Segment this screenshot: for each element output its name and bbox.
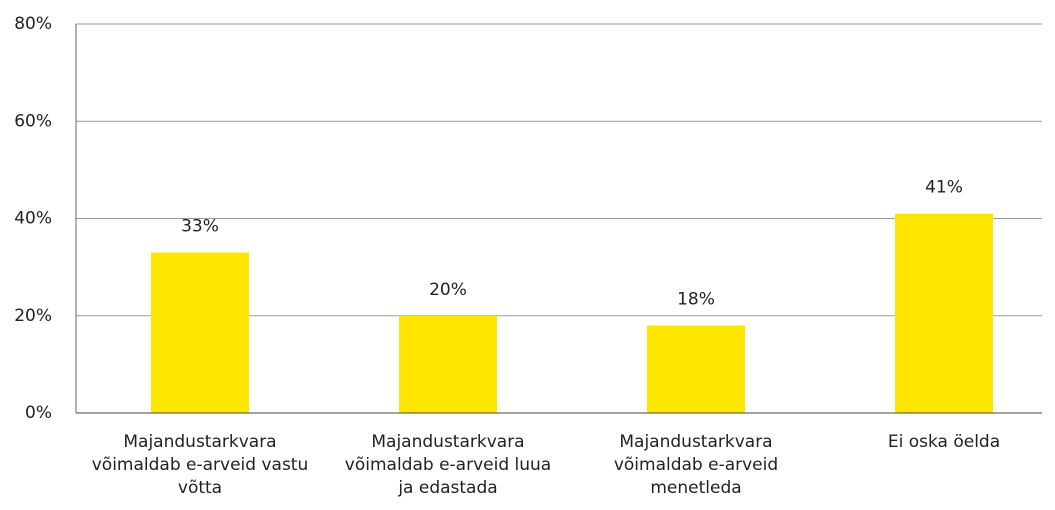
value-label: 33% xyxy=(181,217,219,237)
bar xyxy=(895,213,993,413)
value-label: 41% xyxy=(925,178,963,198)
x-tick-label: Majandustarkvara võimaldab e-arveid mene… xyxy=(613,432,779,498)
bar xyxy=(647,325,745,413)
y-tick-label: 20% xyxy=(14,306,52,326)
y-tick-label: 40% xyxy=(14,209,52,229)
value-label: 18% xyxy=(677,289,715,309)
value-label: 20% xyxy=(429,280,467,300)
x-tick-label: Majandustarkvara võimaldab e-arveid vast… xyxy=(91,432,309,498)
x-tick-label: Majandustarkvara võimaldab e-arveid luua… xyxy=(344,432,552,498)
bar xyxy=(399,315,497,413)
x-tick-label: Ei oska öelda xyxy=(887,432,1001,452)
y-tick-label: 80% xyxy=(14,14,52,34)
y-tick-label: 0% xyxy=(25,403,52,423)
y-tick-label: 60% xyxy=(14,111,52,131)
bar xyxy=(151,252,249,413)
